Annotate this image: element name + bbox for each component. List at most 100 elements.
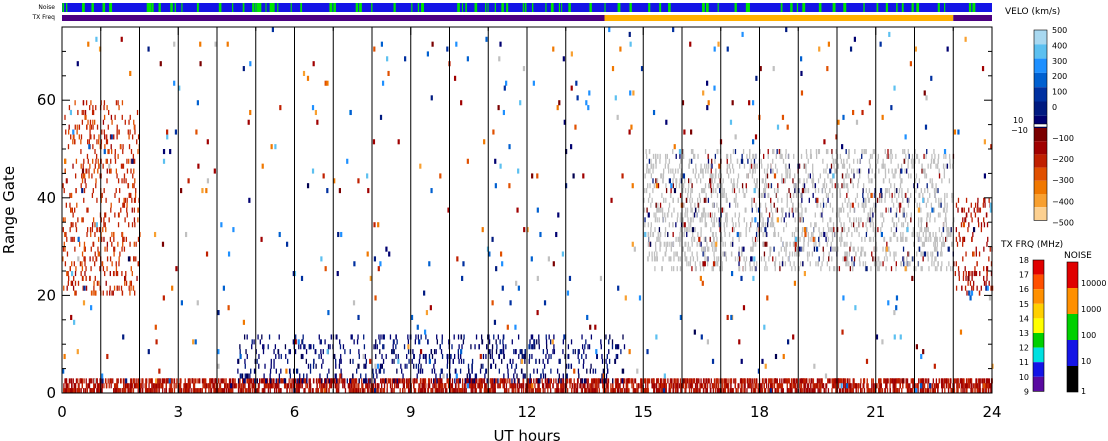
scatter-cell — [707, 256, 709, 262]
scatter-cell — [297, 388, 299, 394]
scatter-cell — [425, 334, 427, 340]
scatter-cell — [780, 383, 783, 389]
scatter-cell — [698, 207, 700, 213]
scatter-cell — [893, 388, 896, 394]
scatter-cell — [987, 383, 989, 389]
scatter-cell — [846, 231, 848, 238]
scatter-cell — [672, 388, 674, 394]
noise-mark — [457, 3, 460, 12]
scatter-cell — [584, 344, 586, 350]
scatter-cell — [848, 149, 850, 155]
scatter-cell — [658, 227, 661, 233]
scatter-cell — [482, 378, 484, 384]
scatter-cell — [285, 353, 287, 360]
scatter-cell — [494, 383, 497, 389]
scatter-cell — [656, 178, 659, 184]
scatter-cell — [529, 353, 531, 360]
scatter-cell — [535, 358, 537, 364]
scatter-cell — [579, 383, 581, 389]
scatter-cell — [908, 251, 910, 257]
scatter-cell — [595, 388, 597, 394]
scatter-cell — [942, 383, 944, 389]
scatter-cell — [502, 383, 504, 389]
scatter-cell — [432, 388, 434, 394]
scatter-cell — [815, 383, 817, 389]
scatter-cell — [580, 383, 582, 389]
scatter-cell — [649, 183, 651, 189]
noise-mark — [109, 3, 113, 12]
scatter-cell — [310, 344, 312, 350]
scatter-cell — [603, 378, 605, 384]
scatter-cell — [691, 158, 693, 164]
scatter-cell — [921, 217, 923, 223]
scatter-cell — [906, 212, 908, 218]
scatter-cell — [705, 388, 707, 394]
scatter-cell — [953, 383, 955, 389]
scatter-cell — [391, 378, 393, 384]
scatter-cell — [916, 231, 918, 238]
scatter-cell — [227, 388, 229, 394]
scatter-cell — [492, 388, 494, 394]
scatter-cell — [723, 378, 725, 384]
scatter-cell — [661, 192, 663, 198]
scatter-cell — [773, 231, 775, 238]
scatter-cell — [699, 383, 701, 389]
scatter-cell — [655, 383, 657, 389]
scatter-cell — [847, 378, 849, 384]
scatter-cell — [804, 383, 806, 389]
scatter-cell — [799, 383, 801, 389]
scatter-cell — [893, 383, 896, 389]
scatter-cell — [115, 383, 117, 389]
scatter-cell — [147, 388, 150, 394]
scatter-cell — [934, 256, 936, 262]
scatter-cell — [538, 339, 540, 345]
scatter-cell — [902, 246, 905, 252]
scatter-cell — [909, 383, 911, 389]
scatter-cell — [760, 256, 763, 262]
scatter-cell — [308, 378, 310, 384]
scatter-cell — [934, 388, 936, 394]
scatter-cell — [821, 378, 823, 384]
scatter-cell — [754, 378, 756, 384]
scatter-cell — [421, 388, 423, 394]
scatter-cell — [590, 378, 593, 384]
scatter-cell — [745, 207, 747, 213]
scatter-cell — [625, 388, 627, 394]
scatter-cell — [733, 183, 735, 189]
scatter-cell — [749, 153, 751, 159]
noise-mark — [916, 3, 920, 12]
scatter-cell — [901, 388, 903, 394]
scatter-cell — [808, 388, 811, 394]
scatter-cell — [916, 251, 918, 257]
scatter-cell — [947, 388, 950, 394]
scatter-cell — [189, 383, 191, 389]
scatter-cell — [576, 388, 578, 394]
scatter-cell — [845, 256, 848, 262]
noise-mark — [333, 3, 336, 12]
scatter-cell — [414, 378, 416, 384]
scatter-cell — [319, 339, 321, 345]
scatter-cell — [202, 383, 204, 389]
scatter-cell — [855, 383, 857, 389]
scatter-cell — [350, 388, 352, 394]
scatter-cell — [203, 378, 205, 384]
scatter-cell — [884, 197, 886, 203]
scatter-cell — [237, 358, 239, 364]
scatter-cell — [376, 373, 378, 379]
scatter-cell — [736, 178, 739, 184]
scatter-cell — [690, 202, 692, 208]
scatter-cell — [423, 378, 426, 384]
scatter-cell — [716, 383, 718, 389]
noise-mark — [91, 3, 94, 12]
scatter-cell — [175, 383, 177, 389]
scatter-cell — [209, 378, 211, 384]
scatter-cell — [690, 378, 692, 384]
scatter-cell — [750, 158, 752, 164]
scatter-cell — [274, 344, 277, 350]
scatter-cell — [350, 383, 353, 389]
scatter-cell — [197, 388, 199, 394]
noise-mark — [702, 3, 705, 12]
scatter-cell — [679, 241, 681, 247]
scatter-cell — [910, 212, 912, 218]
scatter-cell — [729, 202, 731, 208]
